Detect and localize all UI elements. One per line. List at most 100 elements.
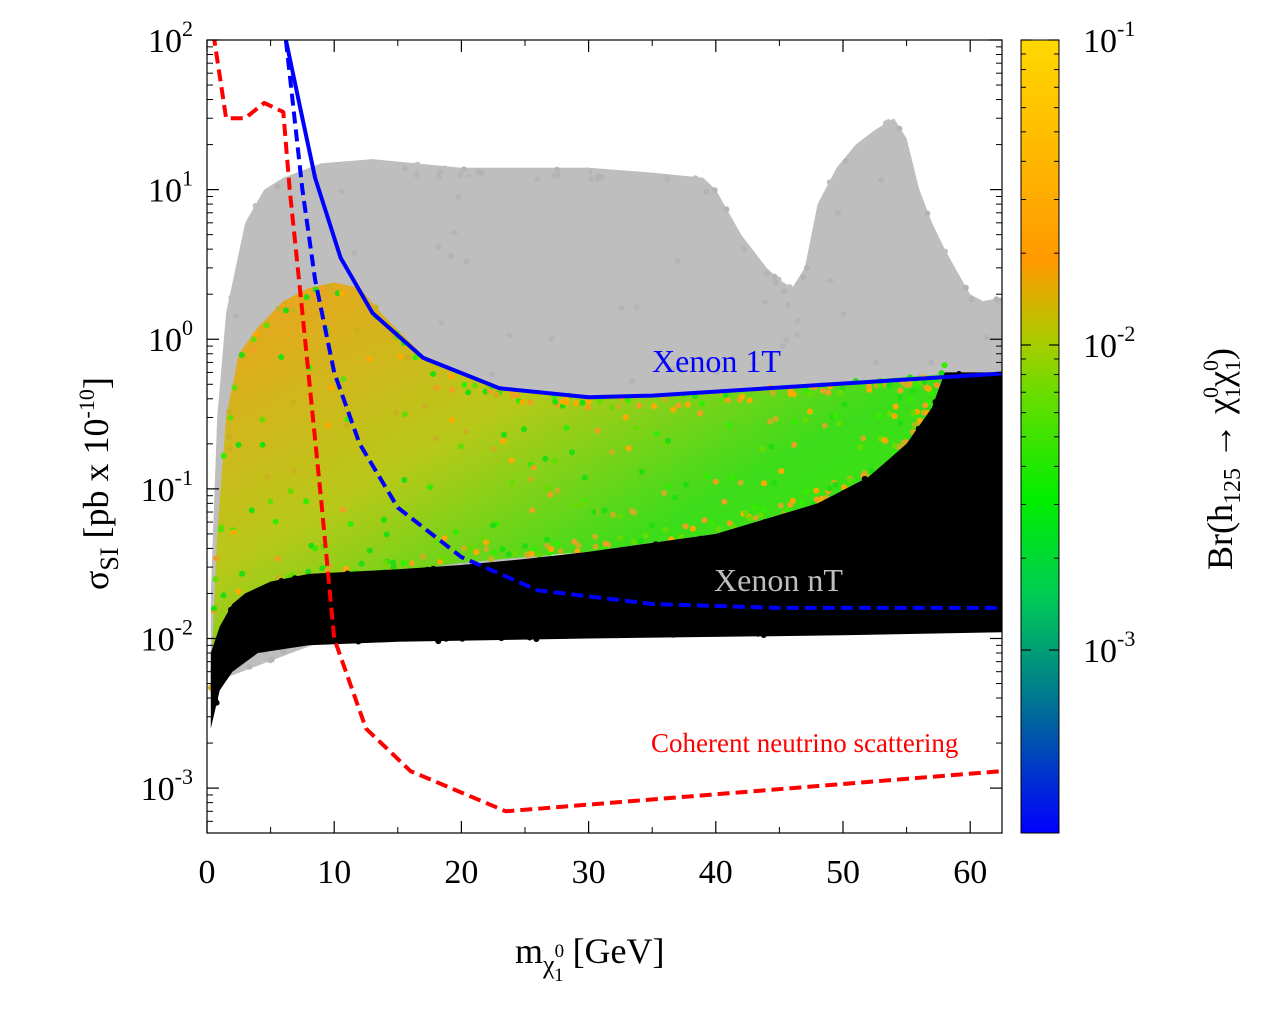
scatter-point-black — [652, 541, 659, 548]
scatter-point-colored — [486, 388, 493, 395]
scatter-point-black — [863, 627, 870, 634]
scatter-point-black — [831, 623, 838, 629]
scatter-point-colored — [312, 545, 319, 552]
scatter-point-colored — [682, 523, 689, 530]
scatter-point-black — [229, 664, 236, 671]
scatter-point-colored — [722, 391, 729, 398]
scatter-point-gray — [949, 355, 956, 361]
scatter-point-colored — [625, 445, 632, 452]
scatter-point-black — [519, 565, 526, 572]
scatter-point-colored — [473, 549, 480, 555]
scatter-point-colored — [343, 565, 350, 572]
scatter-point-black — [880, 625, 887, 632]
scatter-point-gray — [602, 323, 609, 329]
scatter-point-black — [534, 631, 541, 637]
scatter-point-gray — [732, 233, 739, 240]
scatter-point-black — [383, 577, 390, 584]
scatter-point-colored — [597, 398, 604, 405]
scatter-point-gray — [794, 331, 801, 338]
scatter-point-colored — [263, 322, 270, 329]
scatter-point-colored — [575, 542, 582, 549]
scatter-point-colored — [282, 307, 289, 314]
scatter-point-colored — [757, 512, 764, 519]
scatter-point-black — [862, 519, 869, 525]
scatter-point-colored — [921, 379, 928, 386]
scatter-point-gray — [633, 304, 640, 311]
scatter-point-colored — [509, 479, 516, 486]
scatter-point-gray — [711, 187, 718, 194]
scatter-point-colored — [401, 477, 408, 483]
scatter-point-black — [228, 606, 234, 613]
scatter-point-black — [802, 624, 809, 631]
scatter-point-colored — [422, 403, 429, 410]
scatter-point-colored — [531, 545, 538, 552]
scatter-point-black — [702, 626, 709, 633]
scatter-point-colored — [614, 403, 621, 410]
scatter-point-gray — [373, 191, 380, 198]
scatter-point-black — [512, 607, 519, 614]
scatter-point-gray — [553, 166, 560, 173]
scatter-point-colored — [787, 501, 794, 508]
scatter-point-gray — [413, 171, 420, 178]
scatter-point-gray — [800, 273, 807, 280]
scatter-point-colored — [213, 555, 220, 562]
scatter-point-black — [547, 633, 554, 639]
x-tick-label: 40 — [699, 854, 733, 891]
scatter-point-gray — [583, 167, 590, 174]
scatter-point-colored — [910, 410, 917, 417]
scatter-point-gray — [457, 171, 464, 178]
scatter-point-black — [861, 487, 868, 493]
scatter-point-colored — [420, 553, 427, 560]
scatter-point-colored — [601, 507, 608, 514]
scatter-point-black — [305, 575, 312, 582]
scatter-point-colored — [529, 507, 536, 514]
scatter-point-colored — [340, 376, 347, 382]
scatter-point-gray — [692, 175, 699, 182]
scatter-point-colored — [941, 362, 948, 369]
scatter-point-black — [213, 699, 220, 706]
scatter-point-gray — [499, 217, 506, 224]
scatter-point-colored — [400, 560, 407, 567]
scatter-point-gray — [762, 299, 769, 305]
scatter-point-black — [952, 609, 959, 615]
colorbar — [1020, 39, 1060, 834]
scatter-point-colored — [447, 373, 454, 380]
scatter-point-gray — [928, 359, 935, 366]
scatter-point-gray — [351, 249, 358, 256]
scatter-point-colored — [393, 409, 400, 416]
scatter-point-colored — [670, 406, 677, 413]
scatter-point-black — [980, 622, 987, 629]
annotation-xenon-nt: Xenon nT — [714, 562, 843, 598]
scatter-point-gray — [763, 270, 770, 277]
scatter-point-black — [566, 559, 573, 566]
scatter-point-colored — [211, 605, 217, 612]
scatter-point-black — [920, 624, 927, 631]
scatter-point-gray — [714, 369, 720, 376]
scatter-point-black — [360, 635, 367, 642]
scatter-point-black — [355, 638, 362, 645]
scatter-point-black — [792, 550, 799, 557]
scatter-point-colored — [709, 520, 716, 526]
annotation-coherent-neutrino: Coherent neutrino scattering — [651, 728, 958, 758]
scatter-point-colored — [747, 515, 753, 522]
scatter-point-black — [942, 500, 948, 507]
scatter-point-colored — [552, 399, 559, 405]
scatter-point-gray — [968, 296, 975, 303]
scatter-point-gray — [402, 165, 409, 172]
scatter-point-colored — [488, 556, 495, 563]
scatter-point-black — [741, 627, 748, 634]
scatter-point-gray — [451, 229, 458, 236]
scatter-point-colored — [250, 336, 257, 343]
scatter-point-black — [762, 519, 769, 525]
scatter-point-gray — [228, 294, 235, 301]
scatter-point-black — [955, 625, 962, 632]
scatter-point-black — [851, 490, 858, 497]
scatter-point-black — [383, 629, 390, 636]
scatter-point-black — [694, 542, 701, 549]
scatter-point-colored — [610, 511, 616, 518]
scatter-point-colored — [832, 413, 839, 420]
scatter-point-colored — [777, 502, 784, 509]
scatter-point-black — [616, 628, 623, 635]
scatter-point-colored — [267, 498, 274, 505]
scatter-point-gray — [996, 307, 1002, 314]
